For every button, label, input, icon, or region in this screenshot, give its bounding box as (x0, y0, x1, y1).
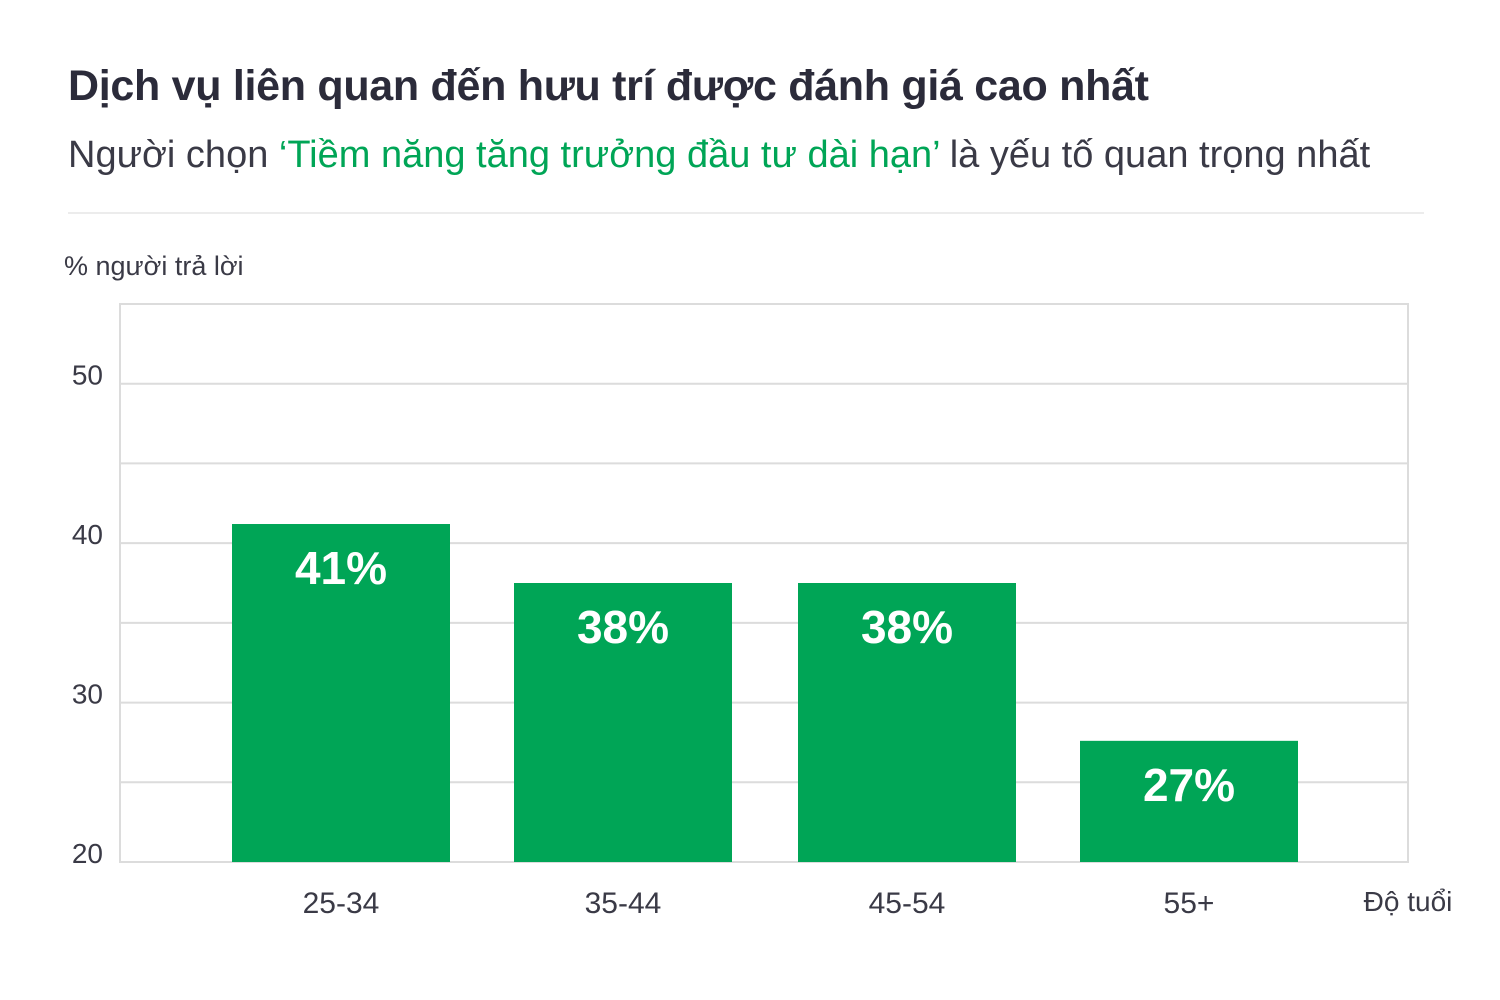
subtitle-highlight: ‘Tiềm năng tăng trưởng đầu tư dài hạn’ (278, 134, 940, 176)
x-axis-label: Độ tuổi (1364, 886, 1453, 917)
y-tick-label: 50 (72, 360, 103, 391)
plot-frame (119, 303, 1409, 863)
bars: 41% 38% 38% 27% (232, 524, 1298, 862)
bar-value-label: 38% (861, 601, 953, 653)
x-tick-label: 35-44 (585, 887, 662, 920)
subtitle-prefix: Người chọn (68, 134, 279, 176)
bar-45-54 (798, 583, 1016, 862)
bar-25-34 (232, 524, 450, 862)
y-tick-label: 30 (72, 679, 103, 710)
x-tick-label: 55+ (1164, 887, 1215, 920)
subtitle-suffix: là yếu tố quan trọng nhất (939, 134, 1371, 176)
bar-value-label: 38% (577, 601, 669, 653)
bar-value-label: 27% (1143, 759, 1235, 811)
bar-value-label: 41% (295, 542, 387, 594)
x-tick-label: 25-34 (303, 887, 380, 920)
header-divider (68, 212, 1424, 214)
y-axis-label: % người trả lời (64, 251, 244, 281)
chart-title: Dịch vụ liên quan đến hưu trí được đánh … (68, 62, 1149, 110)
x-tick-label: 45-54 (869, 887, 946, 920)
y-tick-label: 20 (72, 838, 103, 869)
bar-55+ (1080, 740, 1298, 862)
x-tick-labels: 25-34 35-44 45-54 55+ (303, 887, 1215, 920)
chart-subtitle: Người chọn ‘Tiềm năng tăng trưởng đầu tư… (68, 134, 1370, 177)
y-tick-label: 40 (72, 519, 103, 550)
y-tick-labels: 20 30 40 50 (72, 360, 103, 869)
bar-35-44 (514, 583, 732, 862)
